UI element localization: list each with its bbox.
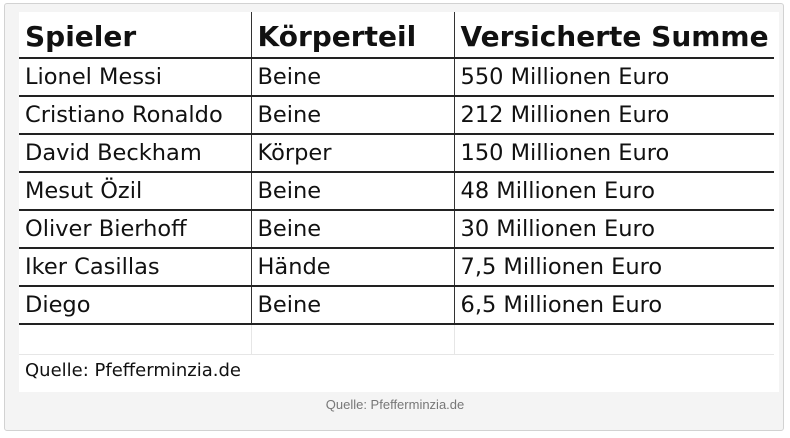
cell-body-part: Beine <box>250 286 454 325</box>
image-frame: Spieler Körperteil Versicherte Summe Lio… <box>4 3 784 431</box>
image-source-note: Quelle: Pfefferminzia.de <box>25 360 241 381</box>
cell-insured-sum: 150 Millionen Euro <box>453 134 774 173</box>
cell-insured-sum: 7,5 Millionen Euro <box>453 248 774 287</box>
cell-player: Oliver Bierhoff <box>19 210 251 249</box>
empty-spacer-row <box>19 324 774 355</box>
empty-cell <box>453 324 774 355</box>
cell-body-part: Körper <box>250 134 454 173</box>
table-row: Oliver Bierhoff Beine 30 Millionen Euro <box>19 210 774 249</box>
cell-body-part: Beine <box>250 172 454 211</box>
cell-player: Iker Casillas <box>19 248 251 287</box>
cell-insured-sum: 550 Millionen Euro <box>453 58 774 97</box>
table-row: Mesut Özil Beine 48 Millionen Euro <box>19 172 774 211</box>
table-row: Iker Casillas Hände 7,5 Millionen Euro <box>19 248 774 287</box>
header-body-part: Körperteil <box>250 12 454 59</box>
cell-player: Mesut Özil <box>19 172 251 211</box>
cell-player: David Beckham <box>19 134 251 173</box>
cell-insured-sum: 48 Millionen Euro <box>453 172 774 211</box>
cell-player: Cristiano Ronaldo <box>19 96 251 135</box>
table-row: Cristiano Ronaldo Beine 212 Millionen Eu… <box>19 96 774 135</box>
cell-player: Lionel Messi <box>19 58 251 97</box>
cell-insured-sum: 30 Millionen Euro <box>453 210 774 249</box>
cell-player: Diego <box>19 286 251 325</box>
insurance-table: Spieler Körperteil Versicherte Summe Lio… <box>19 12 774 355</box>
cell-body-part: Beine <box>250 58 454 97</box>
cell-insured-sum: 212 Millionen Euro <box>453 96 774 135</box>
cell-body-part: Beine <box>250 96 454 135</box>
spreadsheet-image: Spieler Körperteil Versicherte Summe Lio… <box>19 12 779 392</box>
cell-insured-sum: 6,5 Millionen Euro <box>453 286 774 325</box>
empty-cell <box>250 324 454 355</box>
table-row: Lionel Messi Beine 550 Millionen Euro <box>19 58 774 97</box>
table-row: Diego Beine 6,5 Millionen Euro <box>19 286 774 325</box>
header-insured-sum: Versicherte Summe <box>453 12 774 59</box>
table-header-row: Spieler Körperteil Versicherte Summe <box>19 12 774 59</box>
cell-body-part: Beine <box>250 210 454 249</box>
table-row: David Beckham Körper 150 Millionen Euro <box>19 134 774 173</box>
header-player: Spieler <box>19 12 251 59</box>
cell-body-part: Hände <box>250 248 454 287</box>
empty-cell <box>19 324 251 355</box>
image-caption: Quelle: Pfefferminzia.de <box>325 397 465 412</box>
